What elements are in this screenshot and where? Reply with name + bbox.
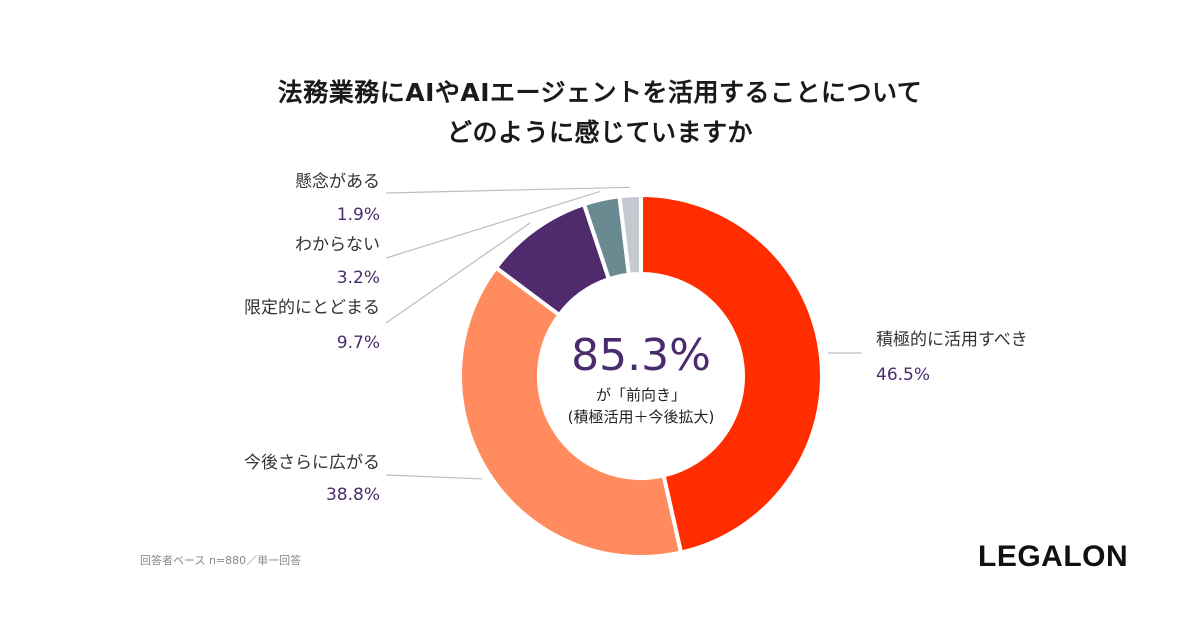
value-slice-3: 3.2% — [337, 268, 380, 288]
leader-line-1 — [385, 474, 483, 480]
chart-title-line2: どのように感じていますか — [446, 118, 753, 147]
value-slice-2: 9.7% — [337, 333, 380, 353]
chart-title-line1: 法務業務にAIやAIエージェントを活用することについて — [277, 78, 923, 107]
label-slice-4: 懸念がある — [295, 171, 380, 192]
leader-line-4 — [385, 186, 630, 194]
donut-slice-1 — [458, 264, 684, 559]
value-slice-4: 1.9% — [337, 205, 380, 225]
center-line1: が「前向き」 — [596, 386, 686, 404]
footnote: 回答者ベース n=880／単一回答 — [140, 554, 302, 567]
center-value: 85.3% — [571, 330, 711, 381]
donut-slice-0 — [639, 192, 824, 555]
leader-line-3 — [385, 190, 600, 259]
label-slice-2: 限定的にとどまる — [244, 298, 380, 318]
brand-logo: LEGALON — [978, 540, 1129, 573]
label-slice-3: わからない — [295, 235, 380, 255]
center-line2: (積極活用＋今後拡大) — [568, 408, 715, 426]
value-slice-1: 38.8% — [326, 485, 380, 505]
leader-line-2 — [385, 222, 531, 324]
donut-slice-4 — [617, 192, 643, 277]
value-slice-0: 46.5% — [876, 365, 930, 385]
label-slice-1: 今後さらに広がる — [244, 453, 380, 473]
label-slice-0: 積極的に活用すべき — [876, 330, 1028, 350]
